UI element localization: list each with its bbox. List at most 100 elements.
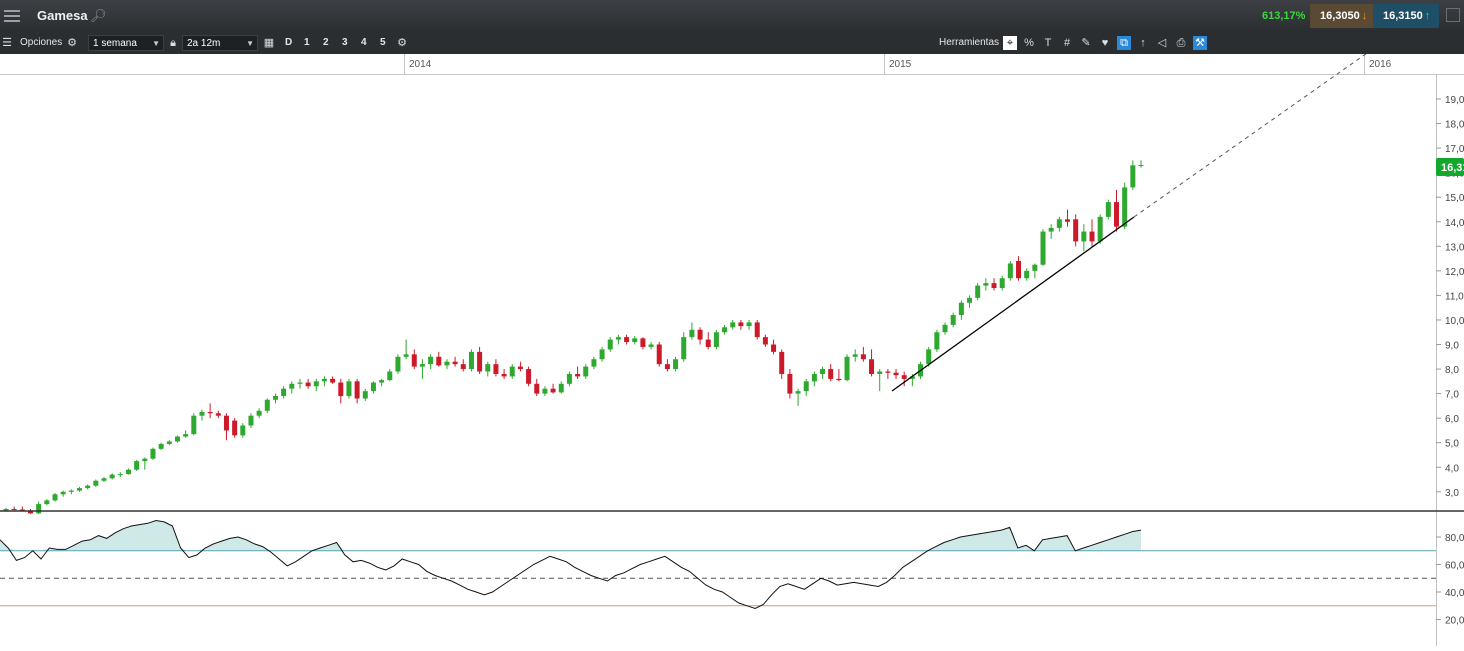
candle-body — [19, 509, 25, 511]
print-icon[interactable]: ⎙ — [1176, 37, 1186, 49]
candle-body — [681, 337, 687, 360]
candle — [76, 486, 82, 492]
candle — [1024, 268, 1030, 281]
candle — [125, 468, 131, 475]
grid-icon[interactable]: # — [1063, 37, 1071, 49]
compare-icon[interactable]: ⧉ — [1117, 36, 1131, 50]
candle — [272, 393, 278, 404]
candle-body — [689, 329, 695, 338]
candle-body — [991, 283, 997, 289]
candle — [362, 388, 368, 401]
price-tick-label: 4,0 — [1445, 463, 1459, 474]
calendar-icon[interactable]: ▦ — [263, 37, 275, 49]
range-value: 2a 12m — [187, 38, 221, 49]
rsi-tick-label: 40,0 — [1445, 588, 1464, 599]
candle — [387, 369, 393, 382]
percent-icon[interactable]: % — [1024, 37, 1034, 49]
period-button-5[interactable]: 5 — [380, 37, 386, 48]
chevron-down-icon: ▼ — [152, 39, 160, 48]
candle — [942, 322, 948, 335]
sell-button[interactable]: 16,3050 ↓ — [1310, 4, 1380, 28]
candle — [771, 339, 777, 355]
settings-icon[interactable]: ⚙ — [397, 37, 407, 49]
candle — [591, 356, 597, 370]
range-select[interactable]: 2a 12m ▼ — [182, 35, 258, 51]
pen-icon[interactable]: ✎ — [1081, 37, 1091, 49]
tag-icon[interactable]: ◁ — [1157, 37, 1167, 49]
period-button-d[interactable]: D — [285, 37, 293, 48]
candle — [542, 386, 548, 397]
candle — [999, 275, 1005, 291]
candle-body — [232, 420, 238, 436]
candle-body — [901, 375, 907, 379]
candle-body — [926, 349, 932, 365]
lock-icon[interactable]: 🔒︎ — [170, 37, 176, 49]
options-label[interactable]: Opciones — [20, 37, 63, 48]
candle-body — [893, 372, 899, 376]
title-bar: Gamesa 🔎︎ 613,17% 16,3050 ↓ 16,3150 ↑ — [0, 0, 1464, 32]
candle — [436, 351, 442, 367]
arrow-down-icon: ↓ — [1361, 10, 1368, 22]
buy-button[interactable]: 16,3150 ↑ — [1373, 4, 1439, 28]
candle-body — [125, 469, 131, 475]
candle — [85, 484, 91, 490]
candle-body — [771, 344, 777, 352]
search-icon[interactable]: 🔎︎ — [90, 8, 107, 23]
candle — [983, 278, 989, 291]
text-icon[interactable]: T — [1044, 37, 1052, 49]
candle-body — [583, 366, 589, 377]
candle-body — [624, 337, 630, 343]
menu-icon[interactable] — [4, 8, 20, 22]
candle-icon[interactable]: ♥ — [1101, 37, 1109, 49]
candle — [828, 364, 834, 382]
candle-body — [599, 349, 605, 360]
candle-body — [411, 354, 417, 367]
period-button-3[interactable]: 3 — [342, 37, 348, 48]
candle — [697, 327, 703, 345]
candle-body — [158, 443, 164, 449]
candle — [1114, 189, 1120, 232]
candle — [419, 359, 425, 379]
rsi-tick-label: 60,0 — [1445, 561, 1464, 572]
window-restore-icon[interactable] — [1446, 8, 1460, 22]
candle-body — [379, 380, 385, 383]
candle — [1089, 219, 1095, 247]
candle — [158, 442, 164, 451]
trendline-extension[interactable] — [1133, 50, 1371, 218]
instrument-name[interactable]: Gamesa — [37, 8, 88, 23]
gear-icon[interactable]: ⚙ — [67, 37, 77, 49]
candle-body — [534, 383, 540, 394]
candle — [232, 418, 238, 438]
trendline[interactable] — [891, 50, 1371, 392]
candle — [183, 430, 189, 438]
candle — [60, 490, 66, 497]
trendline-solid[interactable] — [891, 216, 1135, 392]
candle — [338, 378, 344, 404]
candle — [44, 499, 50, 506]
candle — [877, 369, 883, 392]
candle — [558, 381, 564, 394]
candle — [1007, 261, 1013, 281]
candle — [101, 477, 107, 482]
candle — [746, 319, 752, 330]
candle — [575, 366, 581, 379]
candle — [1138, 160, 1144, 168]
candle — [632, 335, 638, 345]
period-button-1[interactable]: 1 — [304, 37, 310, 48]
candle — [787, 369, 793, 399]
menu-icon[interactable]: ☰ — [2, 37, 12, 49]
period-button-2[interactable]: 2 — [323, 37, 329, 48]
candle — [566, 371, 572, 387]
last-price-label: 16,31 — [1441, 162, 1464, 174]
indicator-icon[interactable]: ↑ — [1140, 37, 1146, 49]
candle-body — [338, 382, 344, 397]
candle-body — [575, 373, 581, 377]
candle — [844, 354, 850, 382]
period-button-4[interactable]: 4 — [361, 37, 367, 48]
interval-select[interactable]: 1 semana ▼ — [88, 35, 164, 51]
candle-body — [1040, 231, 1046, 265]
crosshair-icon[interactable]: ⌖ — [1003, 36, 1017, 50]
tools-icon[interactable]: ⚒ — [1193, 36, 1207, 50]
